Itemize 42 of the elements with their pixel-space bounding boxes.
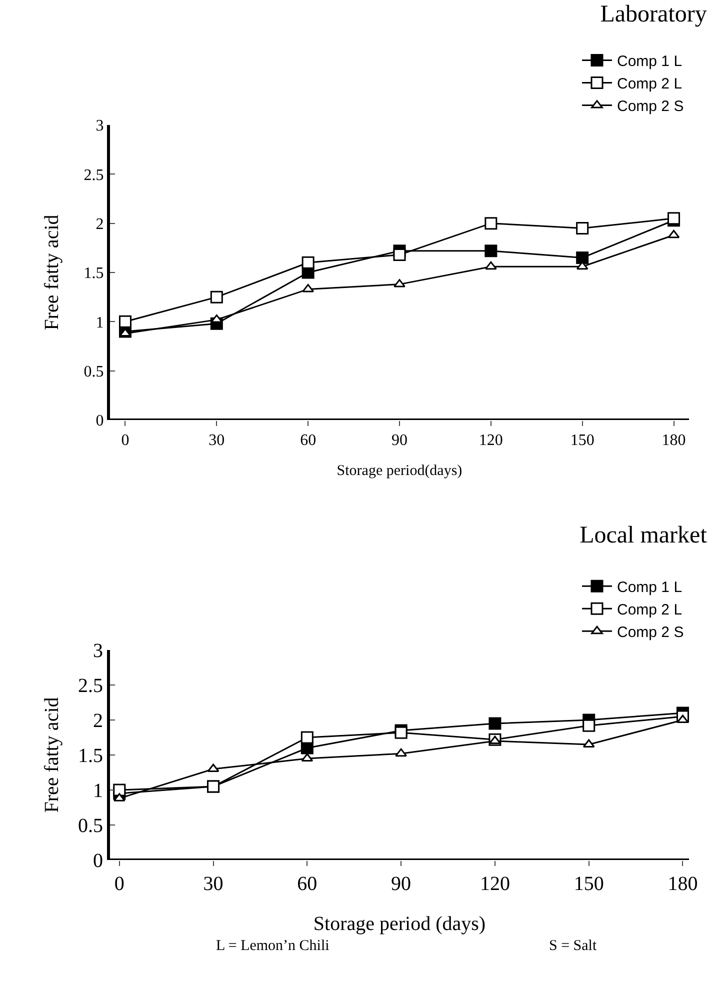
x-tick-label: 90 [392, 432, 408, 450]
y-tick-label: 1.5 [78, 745, 103, 767]
x-tick-label: 0 [114, 873, 124, 895]
x-tick-label: 150 [574, 873, 604, 895]
x-tick-label: 120 [478, 432, 503, 450]
x-tick-label: 60 [297, 873, 318, 895]
y-tick-label: 3 [93, 640, 103, 662]
y-tick-label: 0 [93, 850, 103, 872]
x-tick-label: 120 [480, 873, 510, 895]
chart-title: Laboratory [600, 2, 707, 28]
y-axis-title: Free fatty acid [41, 697, 63, 813]
legend-label: Comp 1 L [617, 53, 682, 70]
x-tick-label: 30 [208, 432, 225, 450]
chart-title: Local market [580, 522, 708, 548]
y-tick-label: 2.5 [84, 166, 104, 184]
y-tick-label: 0.5 [78, 815, 103, 837]
text: S = Salt [549, 938, 598, 954]
x-axis-title: Storage period (days) [313, 913, 486, 935]
legend-label: Comp 2 L [617, 76, 682, 93]
y-tick-label: 2.5 [78, 675, 103, 697]
text: L = Lemon’n Chili [216, 938, 330, 954]
y-tick-label: 0 [96, 412, 104, 430]
legend-label: Comp 2 S [617, 624, 684, 641]
legend-label: Comp 1 L [617, 579, 682, 596]
x-tick-label: 90 [391, 873, 412, 895]
x-tick-label: 180 [662, 432, 686, 450]
y-tick-label: 1.5 [84, 265, 104, 282]
legend-label: Comp 2 S [617, 98, 684, 116]
y-tick-label: 1 [96, 314, 104, 332]
y-tick-label: 1 [93, 780, 103, 802]
legend-label: Comp 2 L [617, 602, 682, 618]
y-tick-label: 0.5 [84, 363, 104, 380]
x-tick-label: 30 [203, 873, 224, 895]
x-tick-label: 0 [121, 432, 130, 450]
y-tick-label: 2 [93, 710, 103, 732]
x-axis-title: Storage period(days) [336, 463, 462, 479]
y-tick-label: 3 [96, 118, 104, 135]
x-tick-label: 150 [570, 432, 594, 450]
y-tick-label: 2 [96, 216, 104, 233]
x-tick-label: 180 [668, 873, 698, 895]
y-axis-title: Free fatty acid [41, 214, 63, 330]
x-tick-label: 60 [300, 432, 316, 450]
